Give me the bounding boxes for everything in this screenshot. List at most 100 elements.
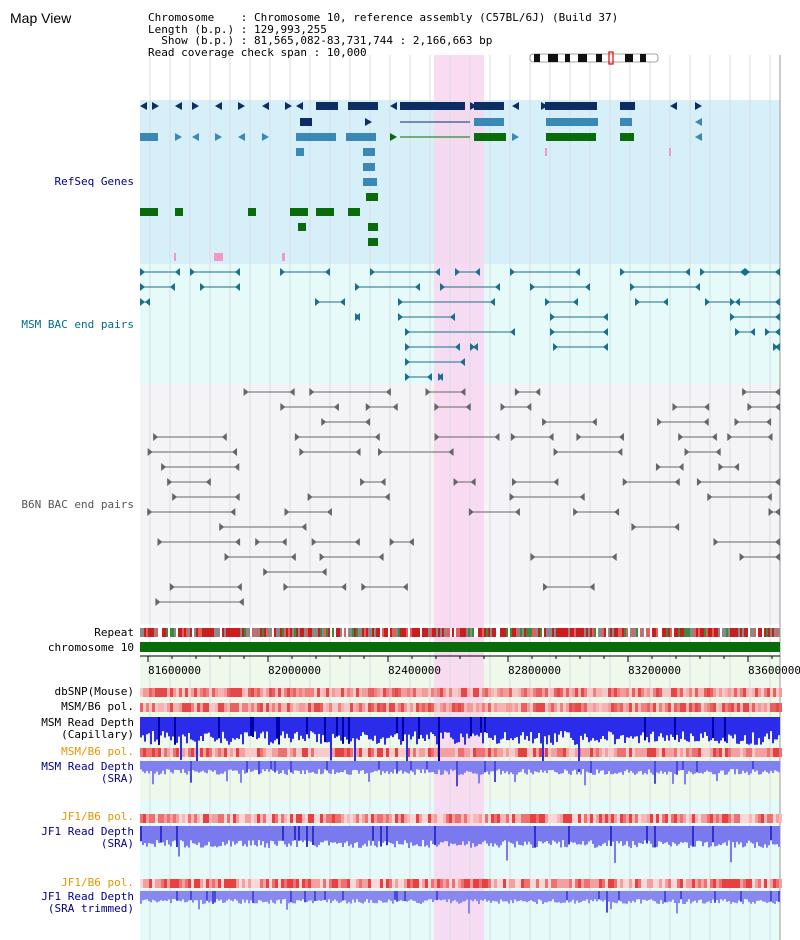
depth-bar [542,826,544,844]
heat-cell [326,688,329,697]
depth-bar [666,761,668,775]
bac-end [674,478,680,486]
depth-bar [468,717,470,739]
depth-bar [652,826,654,848]
depth-bar [204,717,206,734]
heat-cell [641,703,644,712]
bac-end [614,508,620,516]
heat-cell [641,879,644,888]
depth-bar [234,891,236,900]
track-label-jf1-pol-2[interactable]: JF1/B6 pol. [61,876,134,889]
depth-bar [378,891,380,901]
heat-cell [446,748,449,757]
heat-cell [191,814,194,823]
depth-bar [396,891,398,902]
repeat-mark [572,628,574,637]
depth-bar [424,891,426,901]
depth-bar [192,826,194,844]
depth-bar [578,826,580,845]
track-label-msm-bac[interactable]: MSM BAC end pairs [21,318,134,331]
depth-bar [316,761,318,774]
depth-bar [352,891,354,900]
heat-cell [347,879,350,888]
depth-bar [362,891,364,904]
depth-bar [608,891,610,902]
depth-bar [516,891,518,902]
depth-bar [716,761,718,782]
heat-cell [491,688,494,697]
track-label-b6n-bac[interactable]: B6N BAC end pairs [21,498,134,511]
heat-cell [422,879,425,888]
heat-cell [383,879,386,888]
bac-end [774,478,780,486]
repeat-mark [396,628,398,637]
heat-cell [170,814,173,823]
heat-cell [308,748,311,757]
heat-cell [206,879,209,888]
repeat-mark [386,628,388,637]
heat-cell [761,748,764,757]
repeat-mark [240,628,242,637]
depth-bar [712,717,714,739]
track-label-jf1-depth[interactable]: JF1 Read Depth (SRA) [41,826,134,850]
track-label-msm-depth-sra[interactable]: MSM Read Depth (SRA) [41,761,134,785]
repeat-mark [654,628,656,637]
repeat-mark [156,628,158,637]
depth-bar [402,891,404,902]
repeat-mark [376,628,378,637]
depth-bar [284,717,286,739]
heat-cell [686,814,689,823]
heat-cell [224,688,227,697]
depth-bar [706,826,708,842]
depth-bar [290,717,292,743]
heat-cell [158,688,161,697]
track-label-msm-pol-2[interactable]: MSM/B6 pol. [61,745,134,758]
heat-cell [641,814,644,823]
heat-cell [218,703,221,712]
track-label-repeat[interactable]: Repeat [94,626,134,639]
heat-cell [314,688,317,697]
depth-bar [420,891,422,904]
heat-cell [722,703,725,712]
depth-bar [460,826,462,846]
depth-bar [246,717,248,733]
gene-arrow [238,102,245,110]
depth-bar [464,891,466,902]
track-label-chromosome[interactable]: chromosome 10 [47,641,134,654]
track-label-jf1-trim[interactable]: JF1 Read Depth (SRA trimmed) [41,891,134,915]
heat-cell [596,688,599,697]
bac-end [455,343,460,351]
depth-bar [514,761,516,783]
depth-bar [276,717,278,739]
heat-cell [377,748,380,757]
track-label-msm-depth-cap[interactable]: MSM Read Depth (Capillary) [41,717,134,741]
depth-bar [542,761,544,773]
depth-bar [660,826,662,842]
depth-bar [692,717,694,737]
heat-cell [767,703,770,712]
track-label-msm-pol-1[interactable]: MSM/B6 pol. [61,700,134,713]
depth-bar [158,717,160,745]
depth-bar [362,761,364,771]
repeat-mark [594,628,596,637]
depth-bar [502,717,504,739]
track-label-dbsnp[interactable]: dbSNP(Mouse) [54,685,134,698]
depth-bar [436,826,438,847]
depth-bar [340,717,342,741]
heat-cell [701,703,704,712]
depth-bar [312,826,314,845]
repeat-mark [556,628,558,637]
depth-bar [154,761,156,774]
track-label-jf1-pol-1[interactable]: JF1/B6 pol. [61,810,134,823]
repeat-mark [756,628,758,637]
heat-cell [302,814,305,823]
heat-cell [722,814,725,823]
gene-feature [366,193,378,201]
heat-cell [689,688,692,697]
repeat-mark [752,628,754,637]
heat-cell [476,688,479,697]
depth-bar [718,826,720,845]
track-label-refseq[interactable]: RefSeq Genes [54,175,134,188]
heat-cell [698,879,701,888]
